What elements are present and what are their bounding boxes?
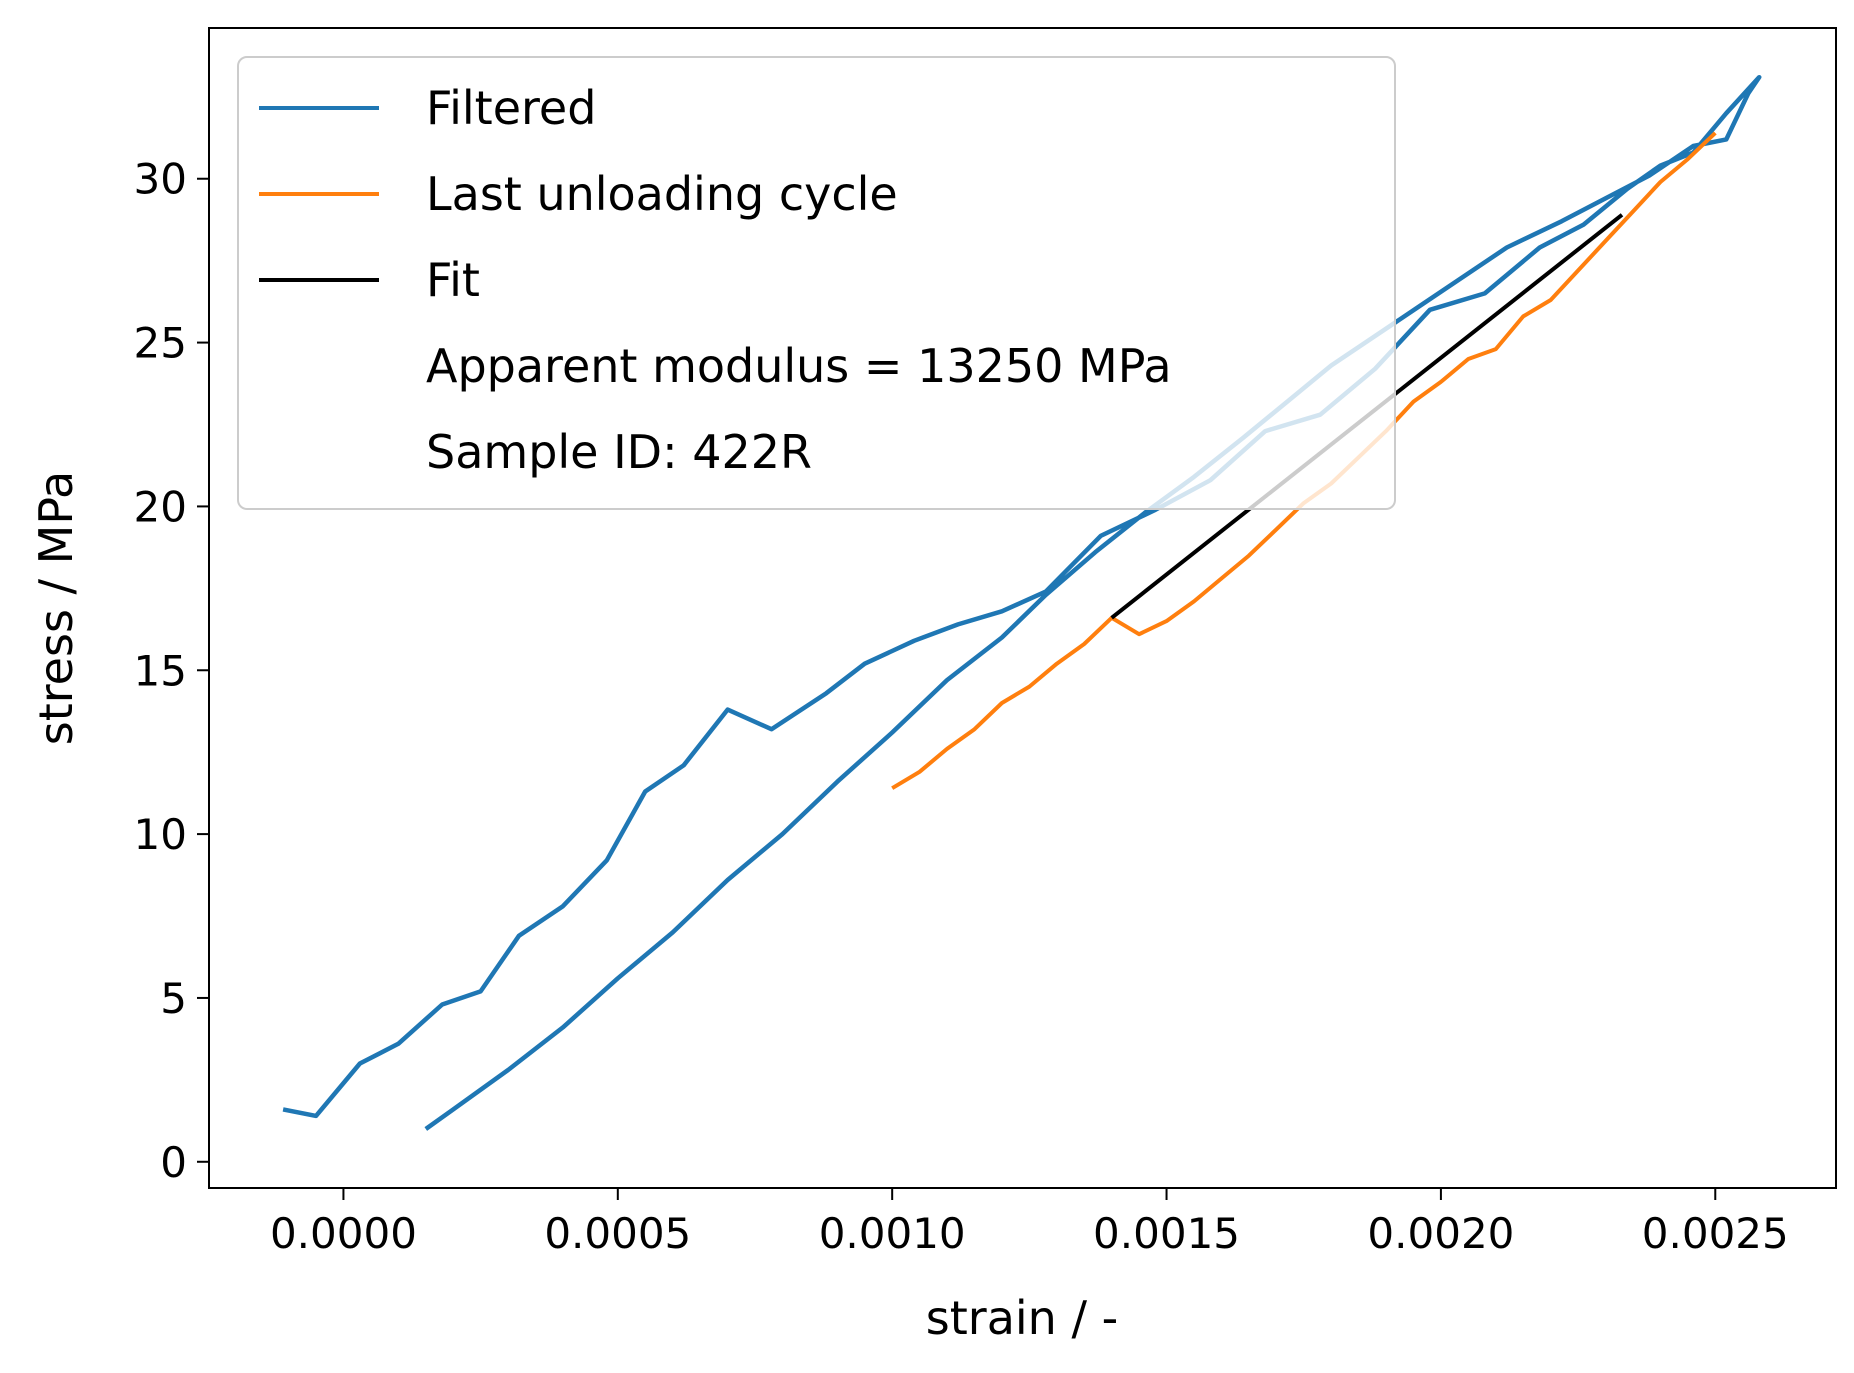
x-tick-label: 0.0010 bbox=[819, 1209, 966, 1258]
x-tick-label: 0.0005 bbox=[544, 1209, 691, 1258]
y-tick-label: 0 bbox=[160, 1138, 187, 1187]
y-axis-label: stress / MPa bbox=[29, 471, 83, 745]
x-axis: 0.0000 0.0005 0.0010 0.0015 0.0020 0.0025 bbox=[270, 1188, 1789, 1258]
y-axis: 0 5 10 15 20 25 30 bbox=[134, 155, 209, 1187]
legend-label: Fit bbox=[426, 253, 480, 307]
legend-label: Last unloading cycle bbox=[426, 167, 898, 221]
legend-label: Filtered bbox=[426, 81, 596, 135]
x-tick-label: 0.0020 bbox=[1367, 1209, 1514, 1258]
x-axis-label: strain / - bbox=[926, 1291, 1118, 1345]
legend-label: Apparent modulus = 13250 MPa bbox=[426, 339, 1172, 393]
plot-frame bbox=[208, 27, 1837, 1189]
y-tick-label: 30 bbox=[134, 155, 187, 204]
y-tick-label: 25 bbox=[134, 319, 187, 368]
y-tick-label: 15 bbox=[134, 646, 187, 695]
y-tick-label: 20 bbox=[134, 482, 187, 531]
y-tick-label: 10 bbox=[134, 810, 187, 859]
x-tick-label: 0.0000 bbox=[270, 1209, 417, 1258]
x-tick-label: 0.0015 bbox=[1093, 1209, 1240, 1258]
legend-label: Sample ID: 422R bbox=[426, 425, 812, 479]
legend: Filtered Last unloading cycle Fit Apparent … bbox=[237, 56, 1396, 510]
y-tick-label: 5 bbox=[160, 974, 187, 1023]
x-tick-label: 0.0025 bbox=[1642, 1209, 1789, 1258]
legend-frame bbox=[237, 56, 1396, 510]
